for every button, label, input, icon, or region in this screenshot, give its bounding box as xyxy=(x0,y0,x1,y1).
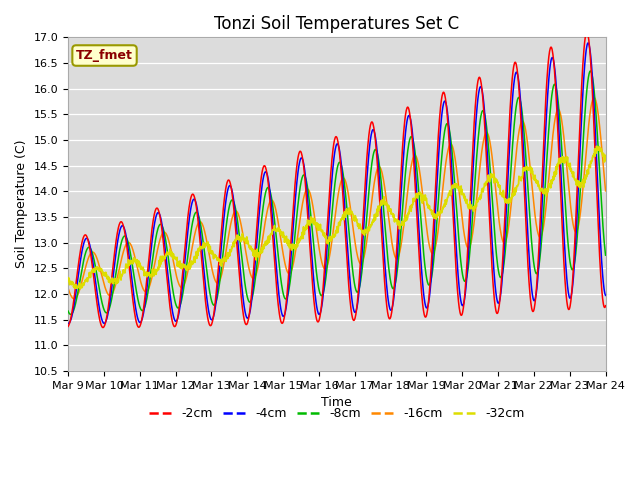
Legend: -2cm, -4cm, -8cm, -16cm, -32cm: -2cm, -4cm, -8cm, -16cm, -32cm xyxy=(144,402,530,425)
Y-axis label: Soil Temperature (C): Soil Temperature (C) xyxy=(15,140,28,268)
Text: TZ_fmet: TZ_fmet xyxy=(76,49,133,62)
X-axis label: Time: Time xyxy=(321,396,352,409)
Title: Tonzi Soil Temperatures Set C: Tonzi Soil Temperatures Set C xyxy=(214,15,460,33)
